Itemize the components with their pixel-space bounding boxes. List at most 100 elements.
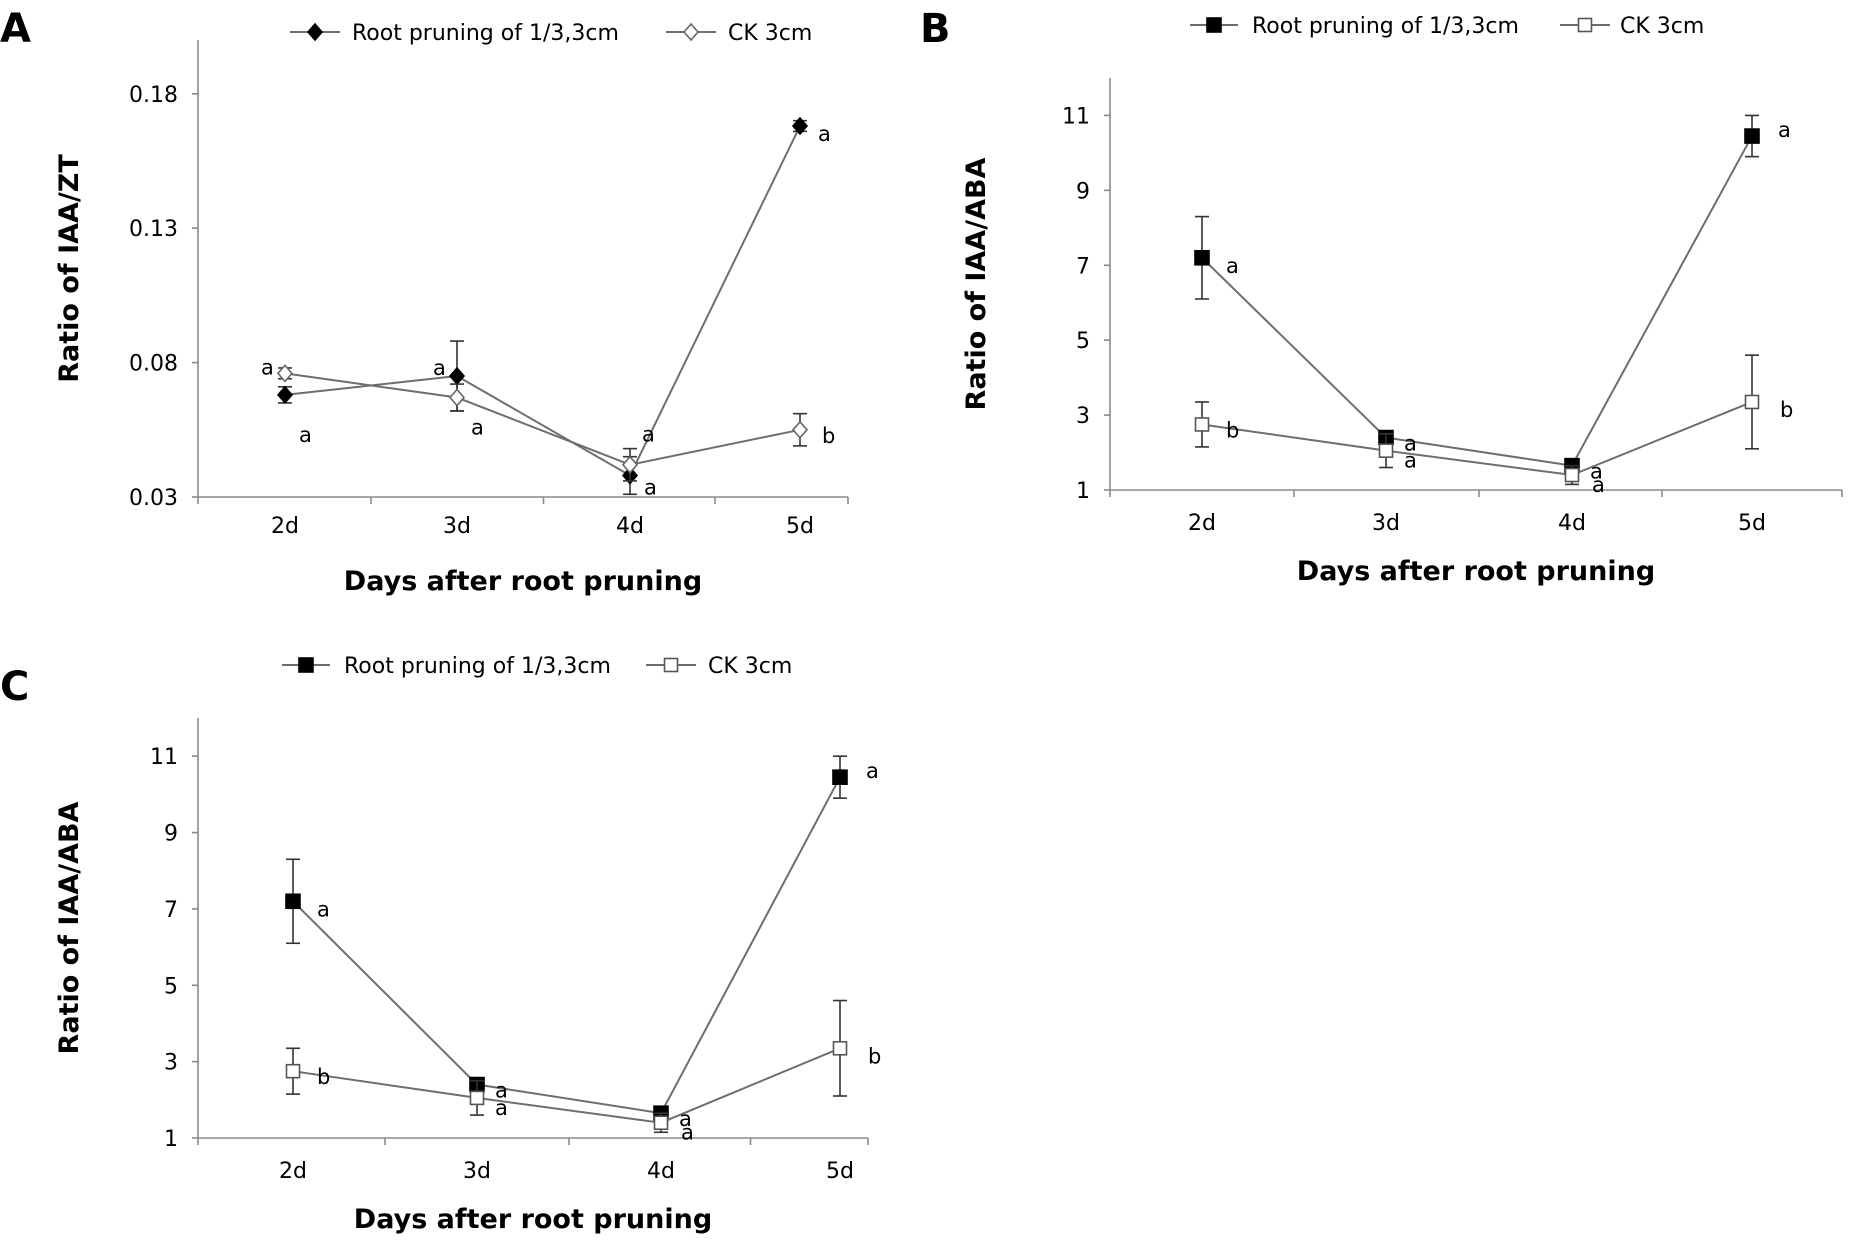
legend-label-treatment: Root pruning of 1/3,3cm (1252, 14, 1519, 39)
x-axis-title: Days after root pruning (344, 566, 702, 597)
legend-label-control: CK 3cm (1620, 14, 1704, 39)
y-tick-label: 9 (164, 822, 178, 847)
legend-label-treatment: Root pruning of 1/3,3cm (352, 21, 619, 46)
x-tick-label: 5d (826, 1159, 854, 1184)
x-tick-label: 2d (279, 1159, 307, 1184)
series-line (292, 1047, 841, 1124)
significance-label: a (642, 423, 655, 447)
y-tick-label: 3 (164, 1051, 178, 1076)
legend-marker-treatment (1206, 17, 1222, 33)
y-tick-label: 5 (164, 974, 178, 999)
data-point (276, 385, 294, 405)
y-tick-label: 11 (150, 745, 178, 770)
legend-label-treatment: Root pruning of 1/3,3cm (344, 654, 611, 679)
panel-letter: C (0, 664, 29, 710)
series-line (1201, 401, 1753, 477)
x-tick-label: 2d (1188, 511, 1216, 536)
significance-label: a (495, 1079, 508, 1103)
y-tick-label: 7 (164, 898, 178, 923)
significance-label: a (1226, 254, 1239, 278)
series-control: a a a b (261, 355, 835, 482)
y-tick-label: 0.18 (129, 83, 178, 108)
significance-label: a (1592, 473, 1605, 497)
legend-label-control: CK 3cm (728, 21, 812, 46)
data-point (1744, 128, 1760, 144)
y-tick-label: 1 (1076, 479, 1090, 504)
x-tick-label: 4d (647, 1159, 675, 1184)
significance-label: a (261, 355, 274, 379)
data-point (832, 1040, 848, 1056)
significance-label: b (1226, 418, 1239, 442)
series-line (284, 125, 801, 477)
significance-label: a (471, 416, 484, 440)
significance-label: a (644, 475, 657, 499)
data-point (285, 1063, 301, 1079)
legend-marker-treatment (306, 22, 324, 42)
y-tick-label: 1 (164, 1127, 178, 1152)
data-point (832, 769, 848, 785)
x-tick-label: 3d (443, 514, 471, 539)
panel-letter: B (920, 6, 951, 52)
significance-label: a (1404, 432, 1417, 456)
y-axis-title: Ratio of IAA/ABA (54, 801, 85, 1054)
data-point (448, 388, 466, 407)
significance-label: b (868, 1044, 881, 1068)
x-axis-title: Days after root pruning (1297, 556, 1655, 587)
significance-label: b (822, 424, 835, 448)
y-tick-label: 7 (1076, 254, 1090, 279)
y-tick-label: 9 (1076, 179, 1090, 204)
data-point (448, 366, 466, 386)
y-axis-title: Ratio of IAA/ABA (961, 157, 992, 410)
series-line (292, 776, 841, 1115)
data-point (1378, 443, 1394, 458)
x-tick-label: 3d (463, 1159, 491, 1184)
series-line (1201, 135, 1753, 467)
significance-label: a (866, 759, 879, 783)
legend-label-control: CK 3cm (708, 654, 792, 679)
x-tick-label: 5d (786, 514, 814, 539)
y-tick-label: 5 (1076, 329, 1090, 354)
data-point (285, 893, 301, 910)
significance-label: a (681, 1121, 694, 1145)
y-axis-title: Ratio of IAA/ZT (54, 154, 85, 383)
y-tick-label: 11 (1062, 104, 1090, 129)
significance-label: a (317, 897, 330, 921)
legend-marker-treatment (298, 657, 314, 673)
x-tick-label: 4d (616, 514, 644, 539)
y-tick-label: 0.08 (129, 352, 178, 377)
legend-marker-control (682, 22, 700, 42)
x-tick-label: 2d (271, 514, 299, 539)
data-point (1564, 467, 1580, 483)
data-point (653, 1115, 669, 1131)
significance-label: a (299, 423, 312, 447)
x-tick-label: 5d (1738, 511, 1766, 536)
legend: Root pruning of 1/3,3cm CK 3cm (290, 21, 812, 46)
data-point (791, 116, 809, 136)
significance-label: a (495, 1096, 508, 1120)
chart-panel-b: B 1 3 5 7 9 11 2d 3d 4d 5d Days after root pruning R… (920, 6, 1843, 587)
x-axis-title: Days after root pruning (354, 1204, 712, 1235)
y-tick-label: 3 (1076, 404, 1090, 429)
data-point (621, 455, 639, 474)
series-line (284, 372, 801, 466)
significance-label: a (1778, 118, 1791, 142)
chart-panel-c: C 1 3 5 7 9 11 2d 3d 4d 5d Days after root pruning R… (0, 654, 881, 1235)
data-point (469, 1090, 485, 1106)
legend: Root pruning of 1/3,3cm CK 3cm (282, 654, 792, 679)
y-tick-label: 0.03 (129, 486, 178, 511)
series-treatment: a a a a (276, 116, 831, 499)
significance-label: a (818, 122, 831, 146)
legend-marker-control (1577, 17, 1593, 33)
significance-label: b (317, 1065, 330, 1089)
data-point (1194, 417, 1210, 432)
data-point (1744, 394, 1760, 410)
legend: Root pruning of 1/3,3cm CK 3cm (1190, 14, 1704, 39)
y-tick-label: 0.13 (129, 217, 178, 242)
legend-marker-control (663, 657, 679, 673)
chart-panel-a: A 0.03 0.08 0.13 0.18 2d 3d 4d 5d Days after root… (0, 6, 849, 597)
